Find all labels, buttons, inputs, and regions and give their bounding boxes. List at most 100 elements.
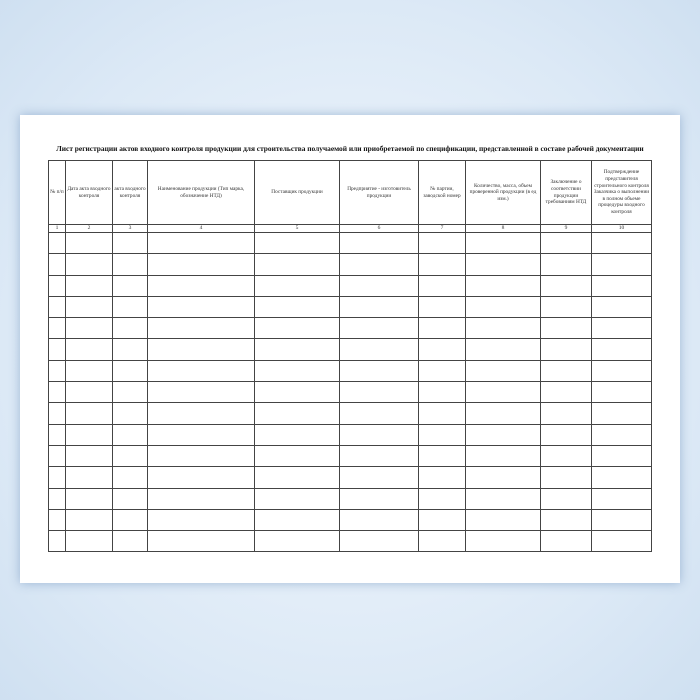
table-cell[interactable]: [147, 295, 255, 319]
table-cell[interactable]: [112, 487, 148, 510]
table-cell[interactable]: [254, 381, 340, 404]
table-cell[interactable]: [112, 359, 148, 383]
table-cell[interactable]: [65, 317, 113, 340]
table-cell[interactable]: [540, 444, 592, 468]
table-cell[interactable]: [65, 231, 113, 255]
table-cell[interactable]: [339, 295, 419, 319]
table-cell[interactable]: [112, 295, 148, 319]
table-cell[interactable]: [147, 231, 255, 255]
table-cell[interactable]: [65, 444, 113, 468]
table-cell[interactable]: [48, 317, 66, 340]
table-cell[interactable]: [65, 402, 113, 425]
table-cell[interactable]: [48, 423, 66, 446]
table-cell[interactable]: [112, 231, 148, 255]
table-cell[interactable]: [65, 530, 113, 553]
table-cell[interactable]: [48, 381, 66, 404]
table-cell[interactable]: [254, 274, 340, 297]
table-cell[interactable]: [48, 487, 66, 510]
table-cell[interactable]: [540, 381, 592, 404]
table-cell[interactable]: [465, 466, 541, 489]
table-cell[interactable]: [591, 381, 652, 404]
table-cell[interactable]: [112, 466, 148, 489]
table-cell[interactable]: [254, 402, 340, 425]
table-cell[interactable]: [147, 274, 255, 297]
table-cell[interactable]: [254, 253, 340, 276]
table-cell[interactable]: [48, 295, 66, 319]
table-cell[interactable]: [339, 381, 419, 404]
table-cell[interactable]: [465, 381, 541, 404]
table-cell[interactable]: [48, 508, 66, 532]
table-cell[interactable]: [339, 508, 419, 532]
table-cell[interactable]: [48, 253, 66, 276]
table-cell[interactable]: [418, 295, 466, 319]
table-cell[interactable]: [540, 508, 592, 532]
table-cell[interactable]: [591, 359, 652, 383]
table-cell[interactable]: [147, 381, 255, 404]
table-cell[interactable]: [465, 444, 541, 468]
table-cell[interactable]: [339, 359, 419, 383]
table-cell[interactable]: [48, 444, 66, 468]
table-cell[interactable]: [147, 402, 255, 425]
table-cell[interactable]: [418, 274, 466, 297]
table-cell[interactable]: [147, 466, 255, 489]
table-cell[interactable]: [591, 444, 652, 468]
table-cell[interactable]: [591, 487, 652, 510]
table-cell[interactable]: [591, 508, 652, 532]
table-cell[interactable]: [112, 402, 148, 425]
table-cell[interactable]: [465, 317, 541, 340]
table-cell[interactable]: [65, 381, 113, 404]
table-cell[interactable]: [254, 423, 340, 446]
table-cell[interactable]: [254, 317, 340, 340]
table-cell[interactable]: [339, 402, 419, 425]
table-cell[interactable]: [339, 274, 419, 297]
table-cell[interactable]: [112, 530, 148, 553]
table-cell[interactable]: [591, 338, 652, 361]
table-cell[interactable]: [254, 530, 340, 553]
table-cell[interactable]: [540, 487, 592, 510]
table-cell[interactable]: [591, 423, 652, 446]
table-cell[interactable]: [48, 530, 66, 553]
table-cell[interactable]: [147, 317, 255, 340]
table-cell[interactable]: [147, 253, 255, 276]
table-cell[interactable]: [339, 530, 419, 553]
table-cell[interactable]: [339, 423, 419, 446]
table-cell[interactable]: [147, 487, 255, 510]
table-cell[interactable]: [418, 530, 466, 553]
table-cell[interactable]: [65, 466, 113, 489]
table-cell[interactable]: [339, 317, 419, 340]
table-cell[interactable]: [465, 530, 541, 553]
table-cell[interactable]: [540, 338, 592, 361]
table-cell[interactable]: [65, 295, 113, 319]
table-cell[interactable]: [339, 231, 419, 255]
table-cell[interactable]: [418, 338, 466, 361]
table-cell[interactable]: [540, 253, 592, 276]
table-cell[interactable]: [540, 530, 592, 553]
table-cell[interactable]: [65, 423, 113, 446]
table-cell[interactable]: [48, 466, 66, 489]
table-cell[interactable]: [465, 274, 541, 297]
table-cell[interactable]: [418, 253, 466, 276]
table-cell[interactable]: [540, 359, 592, 383]
table-cell[interactable]: [48, 231, 66, 255]
table-cell[interactable]: [540, 402, 592, 425]
table-cell[interactable]: [418, 381, 466, 404]
table-cell[interactable]: [254, 231, 340, 255]
table-cell[interactable]: [112, 317, 148, 340]
table-cell[interactable]: [65, 359, 113, 383]
table-cell[interactable]: [339, 444, 419, 468]
table-cell[interactable]: [254, 508, 340, 532]
table-cell[interactable]: [418, 444, 466, 468]
table-cell[interactable]: [254, 295, 340, 319]
table-cell[interactable]: [591, 530, 652, 553]
table-cell[interactable]: [112, 338, 148, 361]
table-cell[interactable]: [465, 423, 541, 446]
table-cell[interactable]: [339, 338, 419, 361]
table-cell[interactable]: [112, 381, 148, 404]
table-cell[interactable]: [418, 317, 466, 340]
table-cell[interactable]: [465, 231, 541, 255]
table-cell[interactable]: [65, 338, 113, 361]
table-cell[interactable]: [339, 487, 419, 510]
table-cell[interactable]: [540, 466, 592, 489]
table-cell[interactable]: [112, 508, 148, 532]
table-cell[interactable]: [147, 530, 255, 553]
